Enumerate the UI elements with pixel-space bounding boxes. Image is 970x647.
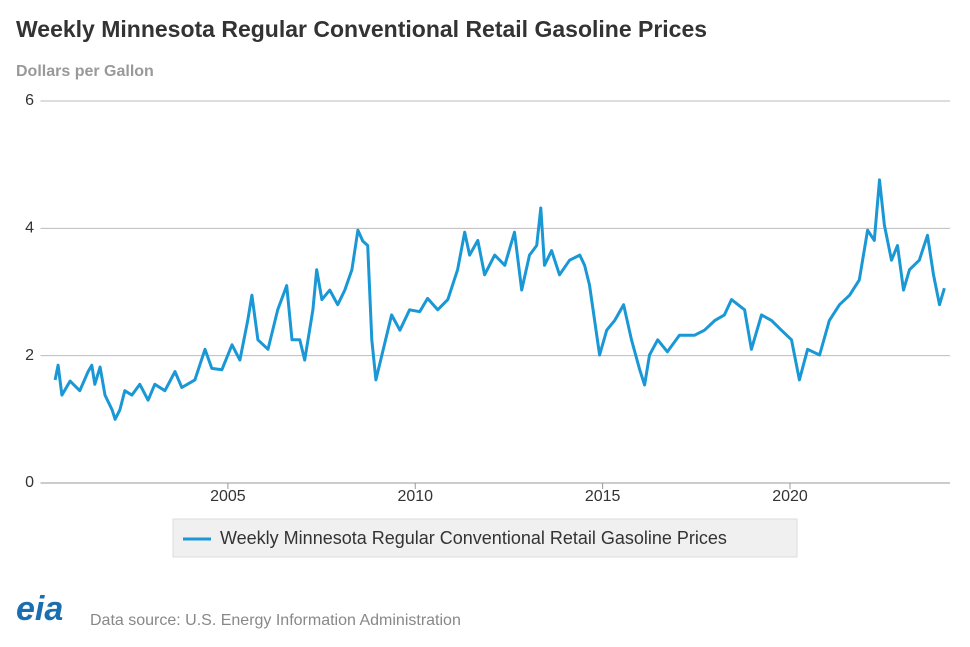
legend-label: Weekly Minnesota Regular Conventional Re… bbox=[220, 528, 727, 548]
y-tick-label: 0 bbox=[25, 474, 34, 491]
x-tick-label: 2005 bbox=[210, 488, 246, 505]
y-axis-label: Dollars per Gallon bbox=[16, 63, 154, 80]
logo: eia bbox=[16, 590, 63, 628]
source: Data source: U.S. Energy Information Adm… bbox=[90, 612, 461, 629]
y-tick-label: 4 bbox=[25, 220, 34, 237]
line bbox=[53, 178, 946, 421]
y-tick-label: 6 bbox=[25, 92, 34, 109]
y-tick-label: 2 bbox=[25, 347, 34, 364]
x-tick-label: 2015 bbox=[585, 488, 621, 505]
x-tick-label: 2010 bbox=[397, 488, 433, 505]
x-tick-label: 2020 bbox=[772, 488, 808, 505]
chart-title: Weekly Minnesota Regular Conventional Re… bbox=[16, 16, 707, 42]
legend-box bbox=[172, 518, 798, 558]
